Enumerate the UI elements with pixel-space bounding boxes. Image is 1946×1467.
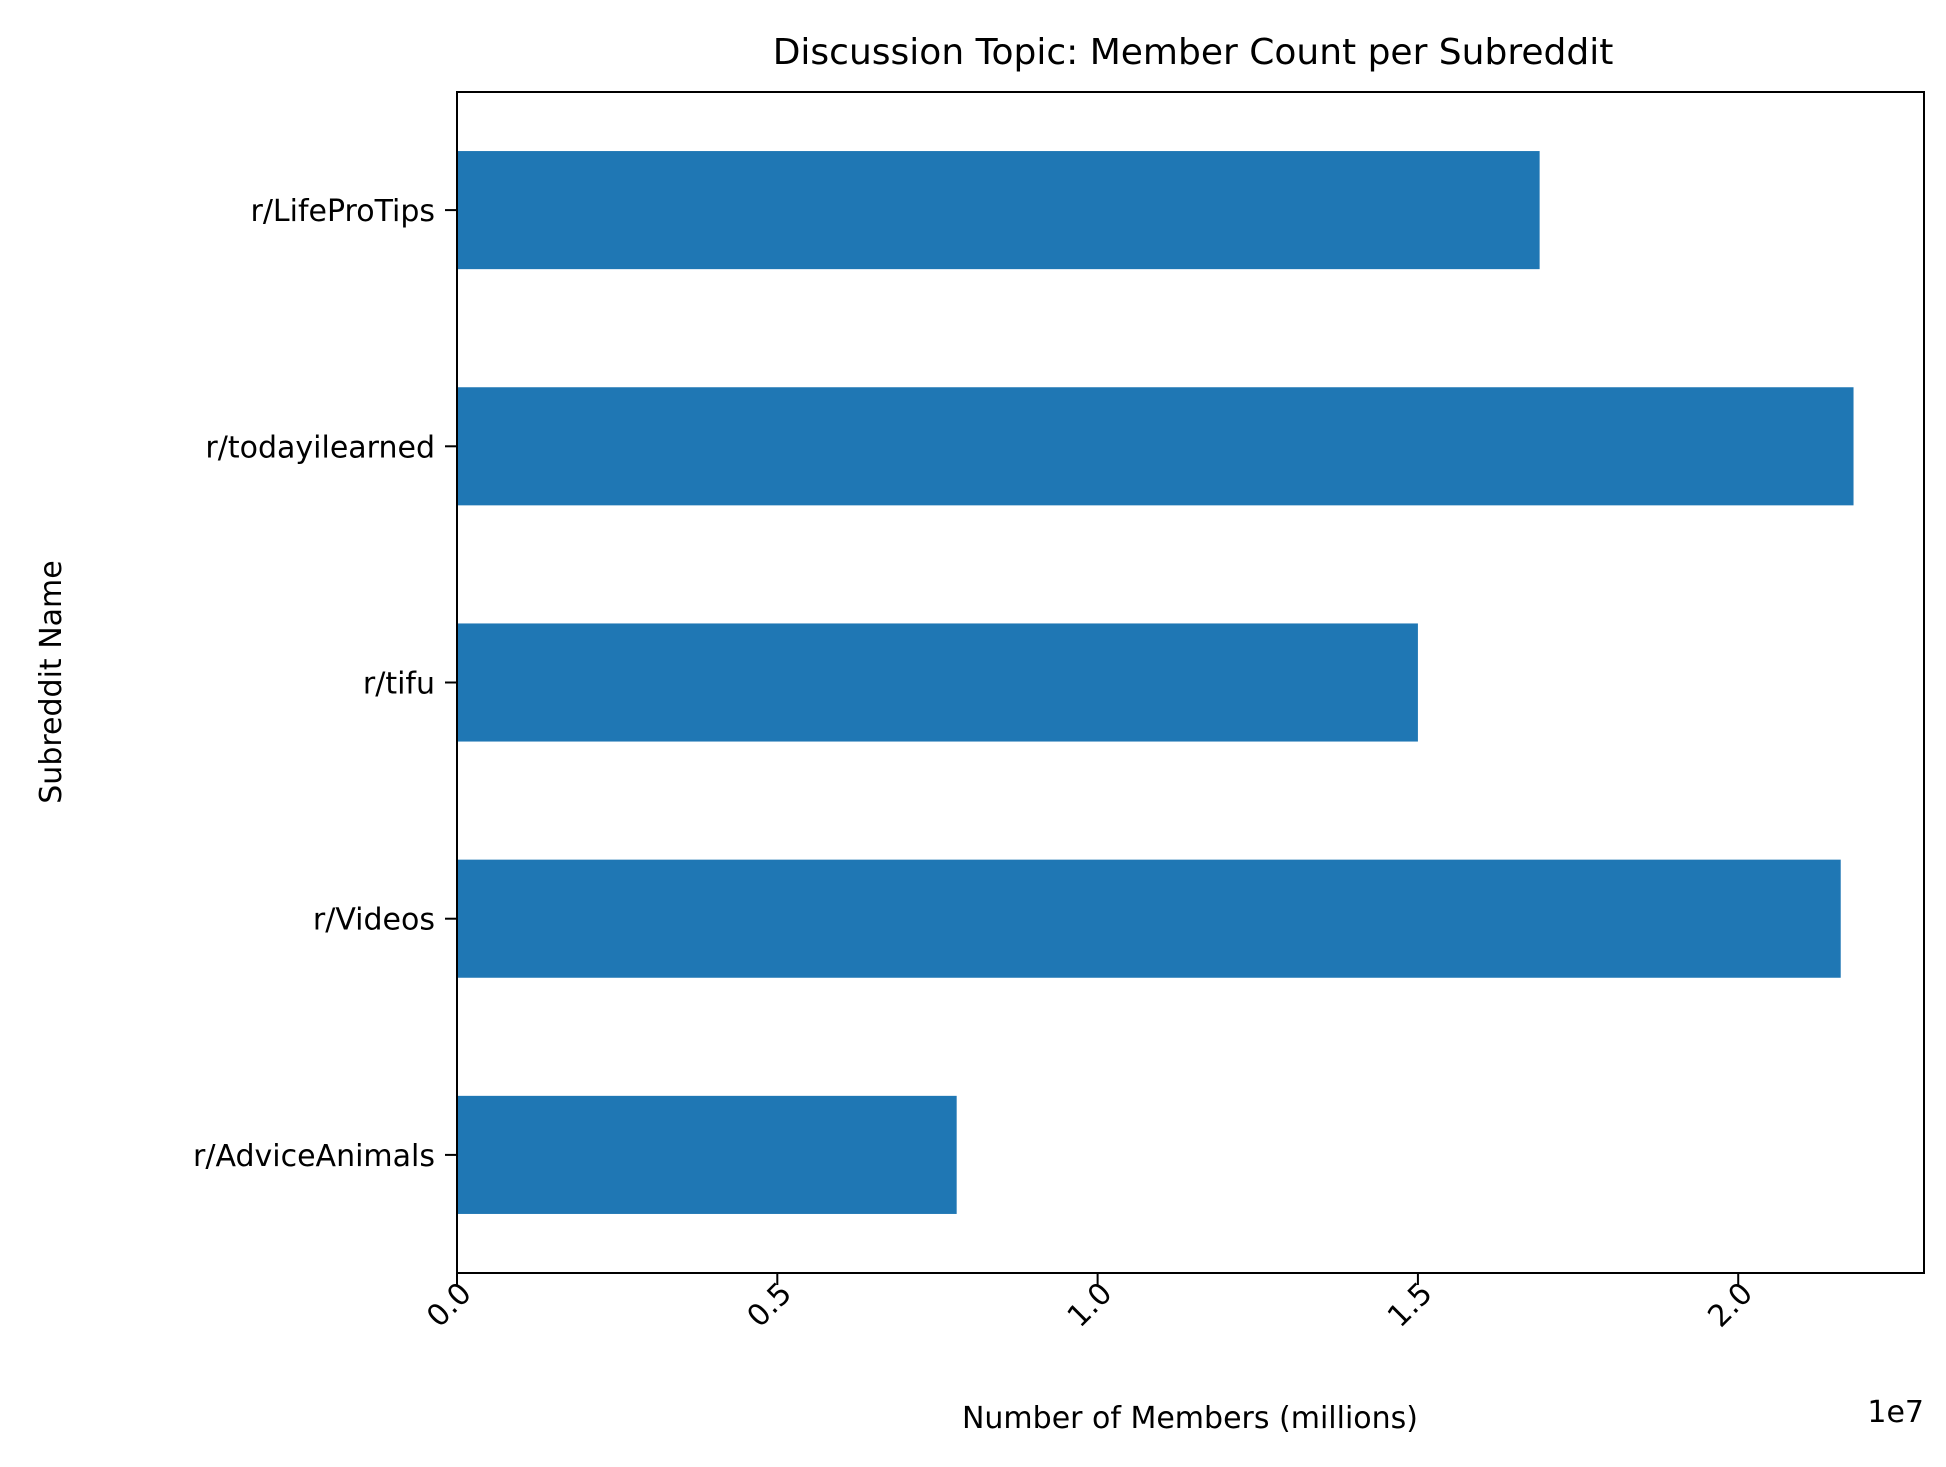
y-tick-label: r/todayilearned <box>205 430 435 465</box>
x-tick-label: 0.0 <box>420 1276 478 1334</box>
y-tick-label: r/AdviceAnimals <box>193 1139 435 1174</box>
y-tick-label: r/LifeProTips <box>250 194 435 229</box>
bar-r-todayilearned <box>457 387 1854 506</box>
x-tick-label: 1.0 <box>1061 1276 1119 1334</box>
x-tick-label: 2.0 <box>1701 1276 1759 1334</box>
x-axis-offset-label: 1e7 <box>1867 1395 1924 1430</box>
y-axis-ticks: r/LifeProTips r/todayilearned r/tifu r/Vide… <box>193 194 457 1174</box>
y-tick-label: r/tifu <box>363 667 435 702</box>
bar-r-tifu <box>457 623 1418 742</box>
bars-group <box>457 151 1854 1214</box>
x-axis-ticks: 0.0 0.5 1.0 1.5 2.0 <box>420 1273 1760 1334</box>
chart-title: Discussion Topic: Member Count per Subre… <box>773 32 1614 73</box>
bar-r-lifeprotips <box>457 151 1540 270</box>
x-tick-label: 0.5 <box>740 1276 798 1334</box>
plot-frame <box>456 91 1925 1274</box>
y-tick-label: r/Videos <box>313 903 435 938</box>
bar-r-videos <box>457 859 1841 978</box>
x-tick-label: 1.5 <box>1381 1276 1439 1334</box>
y-axis-label: Subreddit Name <box>34 560 69 803</box>
x-axis-label: Number of Members (millions) <box>962 1401 1418 1436</box>
bar-r-adviceanimals <box>457 1095 957 1214</box>
